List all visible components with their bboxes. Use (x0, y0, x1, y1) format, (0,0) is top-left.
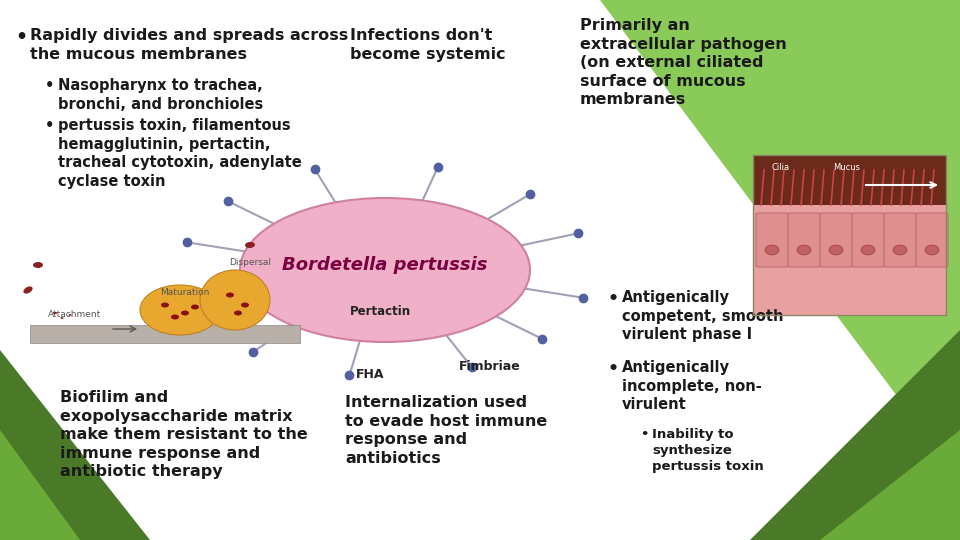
Ellipse shape (34, 262, 43, 268)
Text: Antigenically
incomplete, non-
virulent: Antigenically incomplete, non- virulent (622, 360, 761, 412)
FancyBboxPatch shape (788, 213, 820, 267)
Ellipse shape (181, 310, 189, 315)
Text: Dispersal: Dispersal (229, 258, 271, 267)
FancyBboxPatch shape (916, 213, 948, 267)
Ellipse shape (893, 245, 907, 255)
FancyBboxPatch shape (756, 213, 788, 267)
Ellipse shape (191, 305, 199, 309)
Text: •: • (45, 78, 55, 93)
Bar (753, 155, 946, 205)
Polygon shape (820, 430, 960, 540)
Text: Internalization used
to evade host immune
response and
antibiotics: Internalization used to evade host immun… (345, 395, 547, 466)
Text: •: • (608, 290, 619, 308)
Ellipse shape (240, 198, 530, 342)
Ellipse shape (226, 293, 234, 298)
Text: •: • (15, 28, 27, 47)
Ellipse shape (140, 285, 220, 335)
Ellipse shape (60, 317, 63, 319)
Text: Maturation: Maturation (160, 288, 209, 297)
Text: Attachment: Attachment (48, 310, 102, 319)
Text: •: • (45, 118, 55, 133)
Polygon shape (720, 0, 960, 200)
Text: Pertactin: Pertactin (349, 305, 411, 318)
Text: Nasopharynx to trachea,
bronchi, and bronchioles: Nasopharynx to trachea, bronchi, and bro… (58, 78, 263, 112)
Text: •: • (608, 360, 619, 378)
Bar (30, 325, 300, 343)
Text: Biofilim and
exopolysaccharide matrix
make them resistant to the
immune response: Biofilim and exopolysaccharide matrix ma… (60, 390, 308, 480)
Text: Mucus: Mucus (833, 163, 860, 172)
Polygon shape (650, 0, 960, 350)
Ellipse shape (829, 245, 843, 255)
Polygon shape (0, 430, 80, 540)
Text: •: • (640, 428, 648, 441)
Polygon shape (600, 0, 960, 480)
Ellipse shape (861, 245, 875, 255)
Text: Cilia: Cilia (771, 163, 789, 172)
Text: Infections don't
become systemic: Infections don't become systemic (350, 28, 506, 62)
Ellipse shape (200, 270, 270, 330)
Ellipse shape (241, 302, 249, 307)
Ellipse shape (53, 312, 57, 314)
Polygon shape (0, 350, 150, 540)
Ellipse shape (234, 310, 242, 315)
Text: Bordetella pertussis: Bordetella pertussis (282, 256, 488, 274)
Ellipse shape (797, 245, 811, 255)
FancyBboxPatch shape (852, 213, 884, 267)
Polygon shape (750, 330, 960, 540)
FancyBboxPatch shape (820, 213, 852, 267)
Bar (753, 205, 946, 315)
Text: FHA: FHA (356, 368, 384, 381)
Ellipse shape (23, 287, 33, 293)
Ellipse shape (161, 302, 169, 307)
FancyBboxPatch shape (884, 213, 916, 267)
Ellipse shape (245, 242, 255, 248)
Text: Inability to
synthesize
pertussis toxin: Inability to synthesize pertussis toxin (652, 428, 764, 473)
Ellipse shape (765, 245, 779, 255)
Text: Fimbriae: Fimbriae (459, 360, 521, 373)
Ellipse shape (925, 245, 939, 255)
Text: pertussis toxin, filamentous
hemagglutinin, pertactin,
tracheal cytotoxin, adeny: pertussis toxin, filamentous hemagglutin… (58, 118, 301, 189)
Bar (753, 155, 946, 315)
Text: Antigenically
competent, smooth
virulent phase I: Antigenically competent, smooth virulent… (622, 290, 783, 342)
Ellipse shape (171, 314, 179, 320)
Text: Rapidly divides and spreads across
the mucous membranes: Rapidly divides and spreads across the m… (30, 28, 348, 62)
Text: Primarily an
extracellular pathogen
(on external ciliated
surface of mucous
memb: Primarily an extracellular pathogen (on … (580, 18, 787, 107)
Ellipse shape (68, 314, 71, 316)
